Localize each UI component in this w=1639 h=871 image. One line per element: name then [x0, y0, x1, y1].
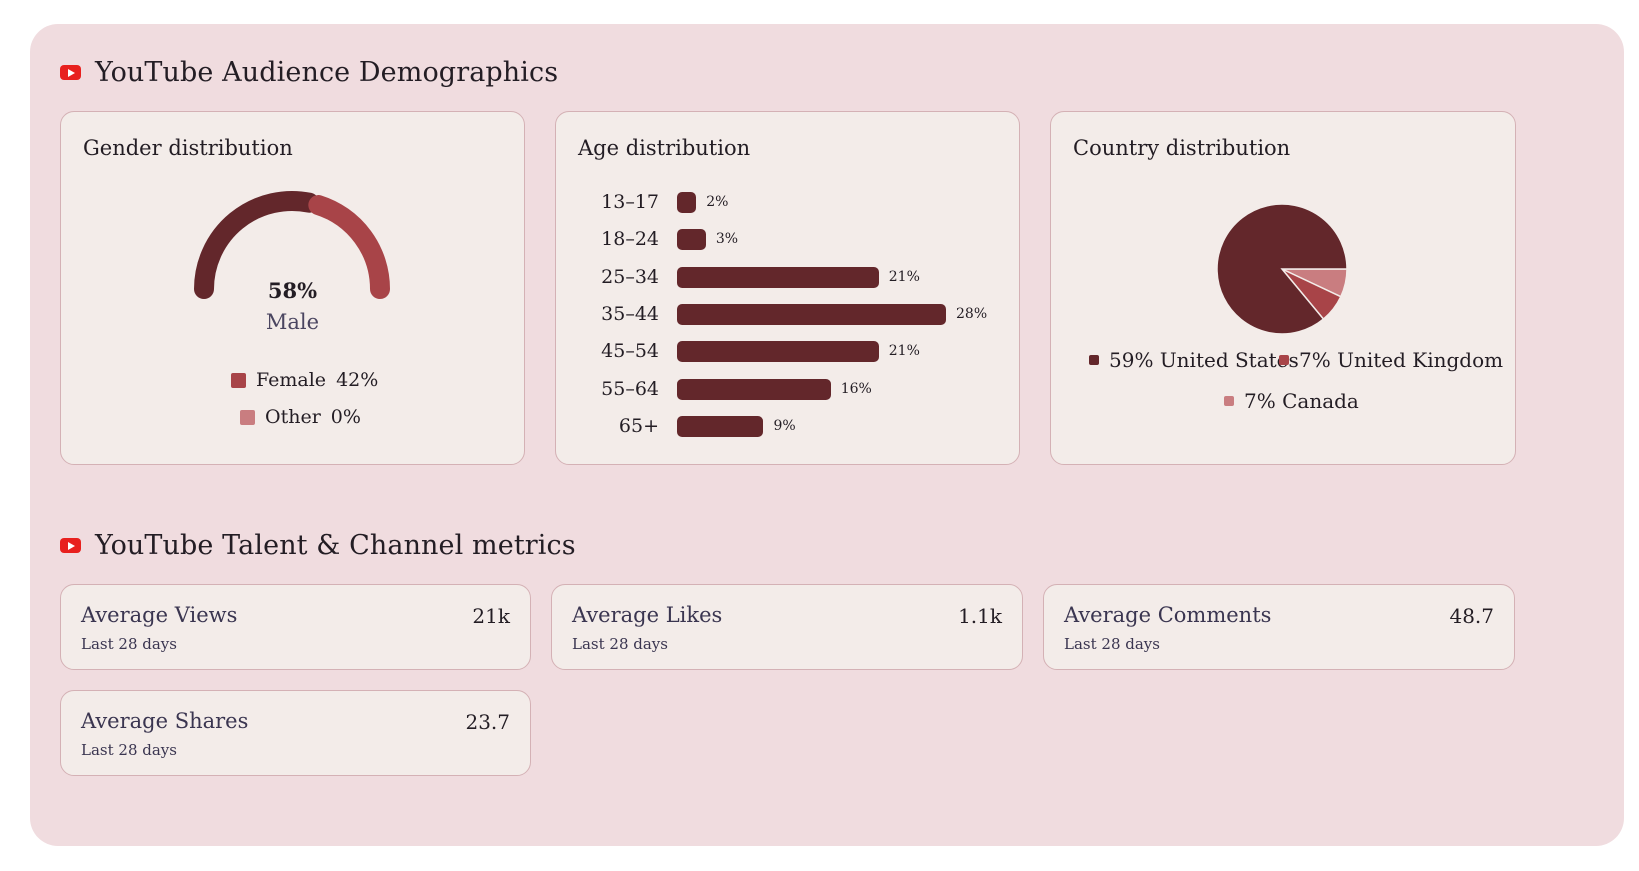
gauge-female-arc: [308, 195, 390, 299]
metric-card-likes: Average Likes Last 28 days 1.1k: [551, 584, 1023, 670]
uk-dot: [1279, 355, 1289, 365]
age-card-title: Age distribution: [578, 136, 751, 160]
us-dot: [1089, 355, 1099, 365]
demographics-section-title: YouTube Audience Demographics: [60, 57, 558, 88]
age-bar: [677, 229, 706, 251]
youtube-icon: [60, 65, 81, 80]
metric-period: Last 28 days: [81, 741, 177, 759]
metric-label: Average Views: [81, 603, 238, 627]
uk-label: United Kingdom: [1337, 348, 1504, 372]
age-bar-value: 3%: [715, 231, 739, 248]
age-bucket-label: 45–54: [601, 340, 659, 363]
age-row: 45–54 21%: [556, 339, 1019, 363]
legend-female-value: 42%: [336, 369, 379, 391]
metrics-title-text: YouTube Talent & Channel metrics: [95, 530, 576, 561]
age-row: 35–44 28%: [556, 302, 1019, 326]
age-distribution-card: Age distribution 13–17 2% 18–24 3% 25–34 21% 3…: [555, 111, 1020, 465]
age-bar: [677, 303, 946, 325]
metric-value: 23.7: [465, 710, 510, 734]
metric-value: 48.7: [1449, 604, 1494, 628]
metric-period: Last 28 days: [572, 635, 668, 653]
age-bar: [677, 378, 831, 400]
country-legend-ca: 7% Canada: [1224, 389, 1359, 413]
age-bar-value: 2%: [706, 194, 729, 210]
age-bar: [677, 415, 764, 437]
metric-value: 1.1k: [958, 604, 1002, 628]
age-row: 25–34 21%: [556, 265, 1019, 289]
metric-card-views: Average Views Last 28 days 21k: [60, 584, 531, 670]
age-bar: [677, 266, 879, 288]
legend-female-label: Female: [256, 369, 327, 391]
ca-dot: [1224, 396, 1234, 406]
age-bar-value: 9%: [773, 417, 796, 434]
age-bucket-label: 18–24: [601, 228, 659, 251]
other-swatch: [240, 409, 255, 425]
demographics-title-text: YouTube Audience Demographics: [95, 57, 559, 88]
age-bucket-label: 55–64: [601, 377, 659, 400]
us-label: United States: [1159, 348, 1299, 372]
age-row: 13–17 2%: [556, 190, 1019, 214]
age-row: 55–64 16%: [556, 377, 1019, 401]
youtube-icon: [60, 538, 81, 553]
age-bar-value: 21%: [888, 343, 920, 360]
country-distribution-card: Country distribution 59% United States 7…: [1050, 111, 1516, 465]
metric-card-comments: Average Comments Last 28 days 48.7: [1043, 584, 1515, 670]
metric-label: Average Comments: [1064, 603, 1272, 627]
dashboard-panel: YouTube Audience Demographics Gender dis…: [30, 24, 1624, 846]
ca-label: Canada: [1282, 389, 1359, 413]
legend-female: Female 42%: [231, 369, 378, 391]
age-bucket-label: 35–44: [601, 302, 659, 325]
age-row: 18–24 3%: [556, 227, 1019, 251]
legend-other: Other 0%: [240, 406, 361, 428]
age-bucket-label: 13–17: [601, 191, 659, 213]
gauge-label: Male: [265, 310, 320, 334]
uk-pct: 7%: [1299, 348, 1331, 372]
metrics-section-title: YouTube Talent & Channel metrics: [60, 530, 576, 561]
gender-distribution-card: Gender distribution 58% Male Female 42% …: [60, 111, 525, 465]
age-bar: [677, 341, 879, 363]
gauge-percentage: 58%: [267, 278, 318, 303]
country-legend-uk: 7% United Kingdom: [1279, 348, 1503, 372]
country-card-title: Country distribution: [1073, 136, 1291, 160]
age-bar: [677, 192, 697, 213]
age-bar-value: 16%: [840, 380, 872, 397]
country-pie-chart: [1216, 203, 1348, 335]
metric-card-shares: Average Shares Last 28 days 23.7: [60, 690, 531, 776]
metric-period: Last 28 days: [1064, 635, 1160, 653]
age-bar-value: 21%: [888, 268, 920, 285]
age-bucket-label: 65+: [618, 414, 659, 437]
metric-label: Average Shares: [81, 709, 249, 733]
metric-value: 21k: [472, 604, 510, 628]
country-legend-us: 59% United States: [1089, 348, 1299, 372]
metric-period: Last 28 days: [81, 635, 177, 653]
ca-pct: 7%: [1244, 389, 1276, 413]
us-pct: 59%: [1109, 348, 1154, 372]
legend-other-label: Other: [265, 406, 321, 428]
pie-slice-united-states: [1216, 203, 1348, 335]
gauge-male-arc: [194, 191, 320, 299]
gender-gauge: [194, 191, 390, 299]
age-bar-value: 28%: [956, 305, 988, 322]
age-row: 65+ 9%: [556, 414, 1019, 438]
age-bucket-label: 25–34: [601, 265, 659, 288]
metric-label: Average Likes: [572, 603, 723, 627]
female-swatch: [231, 372, 246, 388]
legend-other-value: 0%: [330, 406, 361, 428]
gender-card-title: Gender distribution: [83, 136, 293, 160]
